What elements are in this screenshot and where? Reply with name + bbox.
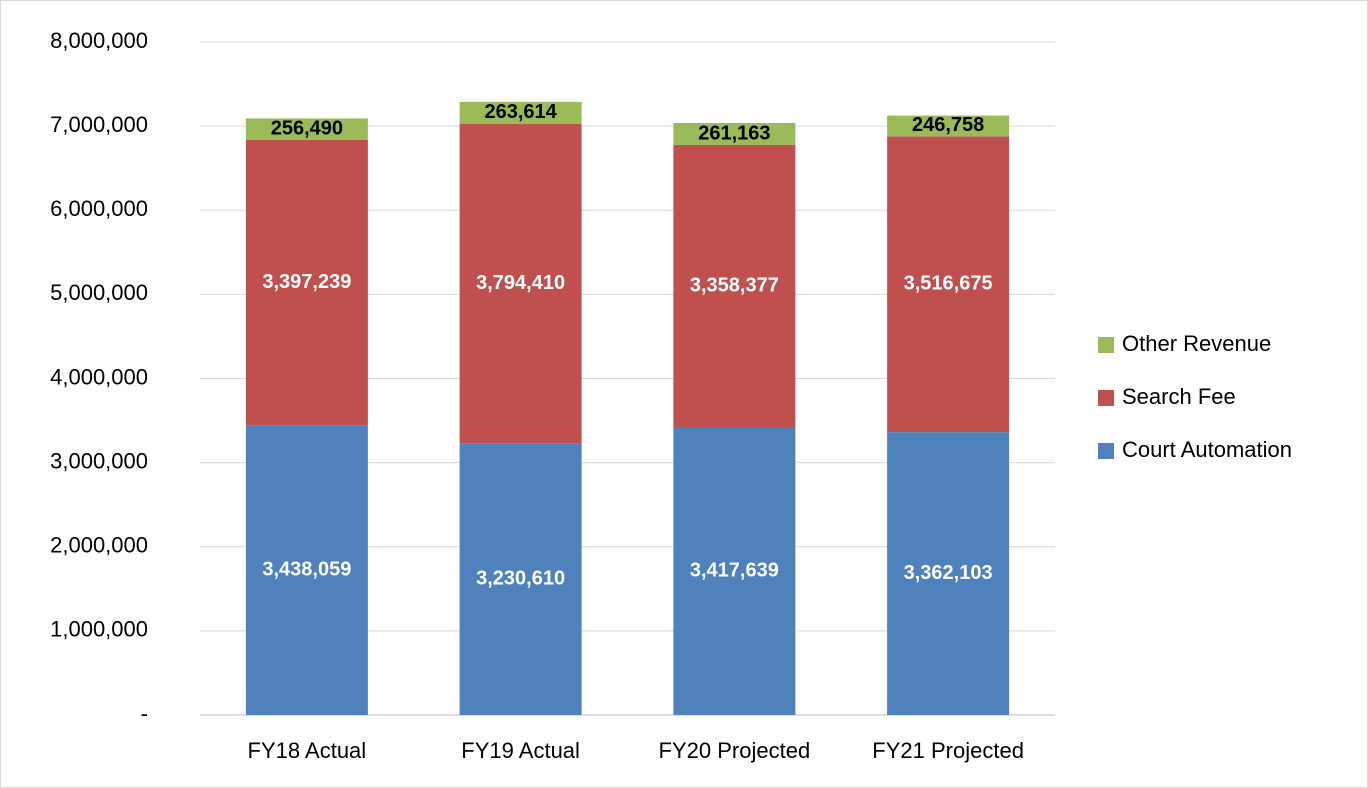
legend-label: Court Automation	[1122, 437, 1292, 462]
data-label: 3,516,675	[904, 273, 993, 295]
y-tick-label: 7,000,000	[50, 112, 148, 137]
y-tick-label: 8,000,000	[50, 28, 148, 53]
data-label: 261,163	[698, 122, 770, 144]
data-label: 3,438,059	[262, 559, 351, 581]
bar-segment	[459, 443, 582, 715]
legend-swatch	[1098, 337, 1114, 353]
data-label: 3,417,639	[690, 560, 779, 582]
x-tick-label: FY21 Projected	[872, 738, 1024, 763]
data-label: 263,614	[484, 101, 557, 123]
y-tick-label: -	[141, 701, 148, 726]
y-tick-label: 5,000,000	[50, 280, 148, 305]
y-tick-label: 6,000,000	[50, 196, 148, 221]
x-tick-label: FY19 Actual	[461, 738, 580, 763]
bar-segment	[673, 427, 796, 715]
bar-segment	[887, 115, 1010, 137]
legend-label: Other Revenue	[1122, 331, 1271, 356]
y-tick-label: 1,000,000	[50, 617, 148, 642]
bar-segment	[673, 122, 796, 145]
x-tick-label: FY20 Projected	[659, 738, 811, 763]
bar-segment	[673, 144, 796, 428]
legend-swatch	[1098, 390, 1114, 406]
data-label: 3,794,410	[476, 272, 565, 294]
bar-segment	[245, 425, 368, 715]
bar-segment	[887, 432, 1010, 715]
data-label: 246,758	[912, 114, 984, 136]
bar-segment	[459, 101, 582, 125]
x-tick-label: FY18 Actual	[248, 738, 367, 763]
data-label: 3,358,377	[690, 275, 779, 297]
data-label: 256,490	[271, 117, 343, 139]
y-tick-label: 3,000,000	[50, 448, 148, 473]
data-label: 3,362,103	[904, 562, 993, 584]
bar-segment	[245, 139, 368, 426]
y-tick-label: 2,000,000	[50, 533, 148, 558]
data-label: 3,397,239	[262, 271, 351, 293]
legend-label: Search Fee	[1122, 384, 1236, 409]
legend-swatch	[1098, 443, 1114, 459]
bar-segment	[459, 124, 582, 444]
bar-segment	[245, 118, 368, 140]
bar-segment	[887, 136, 1010, 433]
y-tick-label: 4,000,000	[50, 364, 148, 389]
data-label: 3,230,610	[476, 567, 565, 589]
